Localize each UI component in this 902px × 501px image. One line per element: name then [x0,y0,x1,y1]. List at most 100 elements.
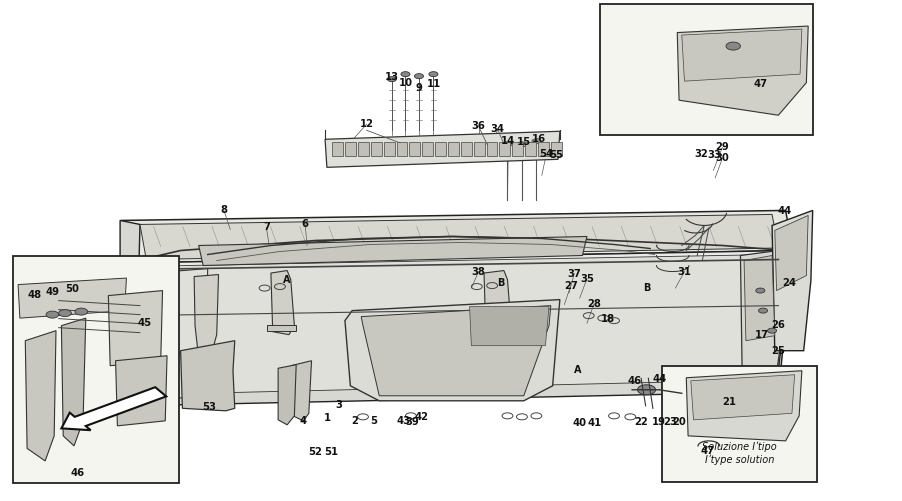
Text: 27: 27 [563,281,577,291]
Text: 14: 14 [501,136,515,146]
Text: 4: 4 [299,416,307,426]
Circle shape [725,42,740,50]
Text: 5: 5 [370,416,377,426]
Polygon shape [267,325,296,331]
Polygon shape [422,142,433,156]
Polygon shape [115,356,167,426]
Polygon shape [371,142,382,156]
Text: 53: 53 [202,402,216,412]
Polygon shape [180,341,235,411]
Text: 45: 45 [137,318,152,328]
Text: 43: 43 [396,416,410,426]
Text: 32: 32 [693,149,707,159]
Text: 9: 9 [415,83,422,93]
Text: 19: 19 [651,417,666,427]
Text: 16: 16 [531,134,546,144]
Text: 42: 42 [414,412,428,422]
Text: 36: 36 [471,121,485,131]
Text: 25: 25 [770,346,785,356]
Polygon shape [194,275,218,361]
Text: 33: 33 [706,150,721,160]
Text: 47: 47 [699,446,713,456]
Circle shape [59,310,71,317]
Circle shape [400,72,410,77]
Polygon shape [435,142,446,156]
Polygon shape [483,271,511,335]
Text: 6: 6 [301,219,308,229]
Polygon shape [771,210,812,351]
Text: 52: 52 [308,447,322,457]
Polygon shape [525,142,536,156]
Bar [13,256,179,483]
Text: Soluzione Iʹtipo: Soluzione Iʹtipo [702,441,776,452]
Text: 23: 23 [662,417,676,427]
Text: A: A [574,365,581,375]
Circle shape [414,74,423,79]
Circle shape [758,308,767,313]
Polygon shape [690,375,794,420]
Text: 38: 38 [471,267,485,277]
Polygon shape [396,142,407,156]
Text: 20: 20 [671,417,686,427]
Polygon shape [122,210,792,263]
Polygon shape [511,142,522,156]
Text: 29: 29 [714,142,729,152]
Text: 35: 35 [579,274,594,284]
Polygon shape [681,29,801,81]
Polygon shape [447,142,458,156]
Polygon shape [460,142,471,156]
Text: 46: 46 [70,468,85,478]
Circle shape [502,142,511,147]
Text: 21: 21 [722,397,736,407]
Polygon shape [486,142,497,156]
Polygon shape [686,371,801,441]
Polygon shape [499,142,510,156]
Text: 11: 11 [426,79,440,89]
Polygon shape [332,142,343,156]
Bar [599,4,812,135]
Text: 12: 12 [359,119,373,129]
Text: A: A [283,275,290,285]
Text: 31: 31 [676,267,691,277]
Polygon shape [774,215,807,291]
Text: 7: 7 [262,222,270,232]
Polygon shape [133,269,207,402]
Text: 46: 46 [627,376,641,386]
Text: 8: 8 [220,205,227,215]
Circle shape [767,328,776,333]
Polygon shape [25,331,56,461]
Circle shape [75,308,87,315]
Text: B: B [497,278,504,288]
Text: 51: 51 [324,447,338,457]
Text: 47: 47 [752,79,767,89]
Polygon shape [278,365,296,425]
Polygon shape [550,142,561,156]
Polygon shape [198,236,586,266]
Text: 3: 3 [335,400,342,410]
Polygon shape [271,271,294,335]
Polygon shape [469,307,548,346]
Text: 1: 1 [324,413,331,423]
Text: 28: 28 [586,299,601,309]
Text: 30: 30 [714,153,729,163]
Text: 2: 2 [351,416,358,426]
Circle shape [637,385,655,395]
Polygon shape [18,278,126,318]
Polygon shape [538,142,548,156]
Text: 54: 54 [538,149,553,159]
Circle shape [531,139,540,144]
Polygon shape [122,250,789,401]
Polygon shape [345,300,559,401]
Text: 37: 37 [566,269,581,279]
Text: 24: 24 [781,278,796,288]
Text: 26: 26 [770,320,785,330]
Polygon shape [740,250,780,386]
Circle shape [387,77,396,82]
Text: 50: 50 [65,284,79,294]
Circle shape [517,142,526,147]
Polygon shape [357,142,368,156]
Circle shape [755,288,764,293]
Polygon shape [361,306,550,396]
Text: 49: 49 [45,287,60,297]
Circle shape [428,72,437,77]
